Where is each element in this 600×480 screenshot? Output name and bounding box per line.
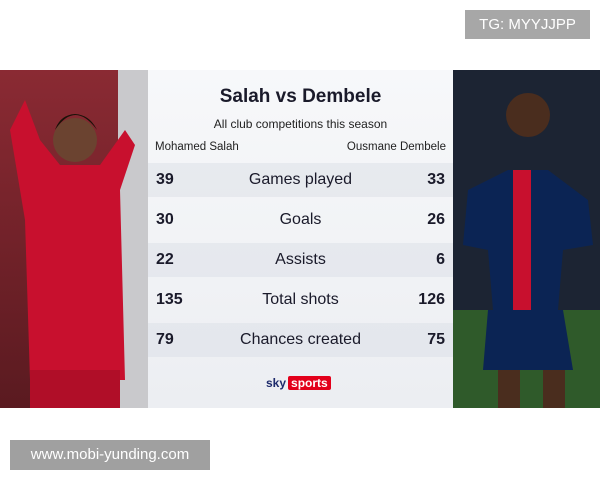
- title: Salah vs Dembele: [219, 86, 382, 107]
- stat-label: Goals: [279, 211, 322, 228]
- player-name: Mohamed Salah: [155, 141, 239, 153]
- watermark: TG: MYYJJPP: [465, 10, 590, 39]
- stat-value: 75: [427, 331, 445, 348]
- subtitle: All club competitions this season: [213, 117, 388, 131]
- stats-panel: Salah vs Dembele All club competitions t…: [148, 70, 453, 408]
- watermark: www.mobi-yunding.com: [10, 440, 210, 470]
- stat-label: Assists: [275, 251, 326, 268]
- stat-value: 126: [418, 291, 445, 308]
- stat-label: Games played: [248, 171, 353, 188]
- logo: sky sports: [266, 376, 331, 390]
- right-photo: [453, 70, 600, 408]
- stat-value: 6: [436, 251, 445, 268]
- stat-value: 30: [156, 211, 174, 228]
- stat-value: 79: [156, 331, 174, 348]
- left-photo: [0, 70, 148, 408]
- stat-row: Goals 30 26: [148, 203, 453, 237]
- stat-label: Chances created: [240, 331, 361, 348]
- stat-row: Games played 39 33: [148, 163, 453, 197]
- stat-value: 39: [156, 171, 174, 188]
- stat-value: 33: [427, 171, 445, 188]
- stat-row: Assists 22 6: [148, 243, 453, 277]
- player-name: Ousmane Dembele: [346, 141, 446, 153]
- stat-row: Total shots 135 126: [148, 283, 453, 317]
- stat-value: 26: [427, 211, 445, 228]
- stat-value: 135: [156, 291, 183, 308]
- stat-label: Total shots: [262, 291, 339, 308]
- stat-value: 22: [156, 251, 174, 268]
- logo-sky: sky: [266, 376, 287, 390]
- stat-row: Chances created 79 75: [148, 323, 453, 357]
- logo-sports: sports: [288, 376, 331, 390]
